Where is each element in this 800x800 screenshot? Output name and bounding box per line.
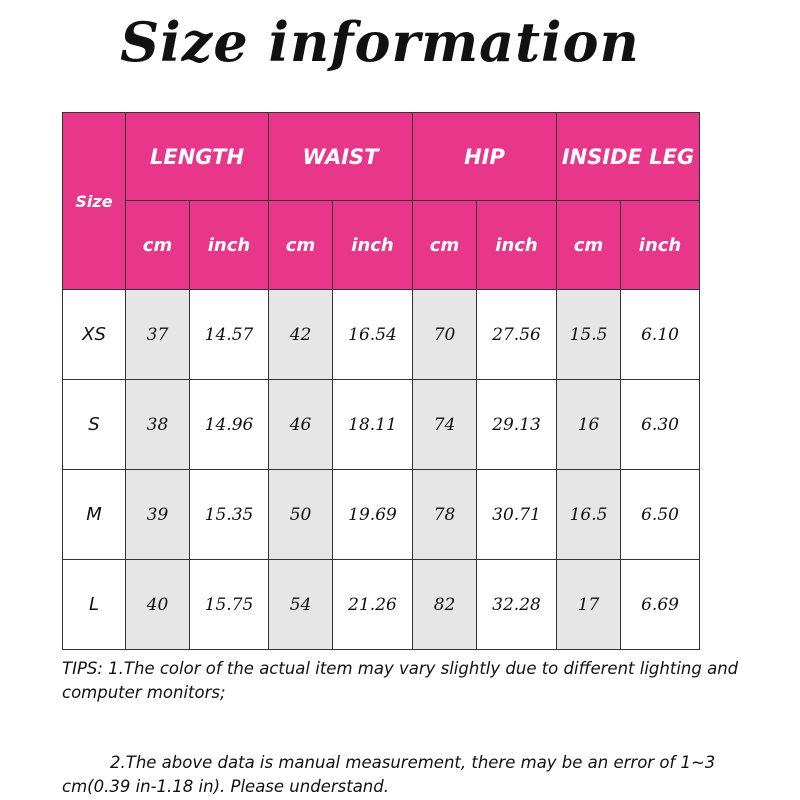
inch-value-cell: 6.50: [620, 469, 701, 560]
group-header-inside-leg: INSIDE LEG: [556, 112, 701, 201]
group-header-hip: HIP: [412, 112, 558, 201]
table-row: XS 37 14.57 42 16.54 70 27.56 15.5 6.10: [62, 289, 701, 380]
tip-2: 2.The above data is manual measurement, …: [62, 753, 716, 796]
unit-header-cm: cm: [556, 200, 622, 290]
cm-value-cell: 37: [125, 289, 190, 380]
unit-header-inch: inch: [476, 200, 558, 290]
size-cell: S: [62, 379, 126, 470]
size-header: Size: [62, 112, 126, 290]
inch-value-cell: 21.26: [332, 559, 414, 650]
inch-value-cell: 29.13: [476, 379, 558, 470]
inch-value-cell: 14.96: [188, 379, 270, 470]
inch-value-cell: 27.56: [476, 289, 558, 380]
inch-value-cell: 16.54: [332, 289, 414, 380]
inch-value-cell: 6.30: [620, 379, 701, 470]
inch-value-cell: 15.35: [188, 469, 270, 560]
unit-header-inch: inch: [620, 200, 701, 290]
size-cell: L: [62, 559, 126, 650]
table-row: L 40 15.75 54 21.26 82 32.28 17 6.69: [62, 559, 701, 650]
cm-value-cell: 74: [412, 379, 478, 470]
inch-value-cell: 14.57: [188, 289, 270, 380]
size-cell: XS: [62, 289, 126, 380]
table-row: S 38 14.96 46 18.11 74 29.13 16 6.30: [62, 379, 701, 470]
unit-header-cm: cm: [268, 200, 334, 290]
size-cell: M: [62, 469, 126, 560]
size-table: Size LENGTH WAIST HIP INSIDE LEG cm inch c…: [62, 112, 701, 650]
cm-value-cell: 54: [268, 559, 334, 650]
cm-value-cell: 46: [268, 379, 334, 470]
tips: TIPS: 1.The color of the actual item may…: [62, 657, 762, 799]
cm-value-cell: 39: [125, 469, 190, 560]
tip-1: TIPS: 1.The color of the actual item may…: [62, 659, 739, 702]
cm-value-cell: 42: [268, 289, 334, 380]
cm-value-cell: 50: [268, 469, 334, 560]
cm-value-cell: 38: [125, 379, 190, 470]
cm-value-cell: 15.5: [556, 289, 622, 380]
cm-value-cell: 40: [125, 559, 190, 650]
cm-value-cell: 70: [412, 289, 478, 380]
cm-value-cell: 78: [412, 469, 478, 560]
table-row: M 39 15.35 50 19.69 78 30.71 16.5 6.50: [62, 469, 701, 560]
inch-value-cell: 30.71: [476, 469, 558, 560]
page-title: Size information: [120, 10, 640, 74]
cm-value-cell: 17: [556, 559, 622, 650]
unit-header-cm: cm: [125, 200, 190, 290]
cm-value-cell: 16: [556, 379, 622, 470]
inch-value-cell: 19.69: [332, 469, 414, 560]
inch-value-cell: 32.28: [476, 559, 558, 650]
unit-header-inch: inch: [332, 200, 414, 290]
unit-header-cm: cm: [412, 200, 478, 290]
group-header-length: LENGTH: [124, 112, 270, 201]
inch-value-cell: 6.10: [620, 289, 701, 380]
inch-value-cell: 6.69: [620, 559, 701, 650]
inch-value-cell: 15.75: [188, 559, 270, 650]
cm-value-cell: 16.5: [556, 469, 622, 560]
inch-value-cell: 18.11: [332, 379, 414, 470]
cm-value-cell: 82: [412, 559, 478, 650]
group-header-waist: WAIST: [268, 112, 414, 201]
unit-header-inch: inch: [188, 200, 270, 290]
